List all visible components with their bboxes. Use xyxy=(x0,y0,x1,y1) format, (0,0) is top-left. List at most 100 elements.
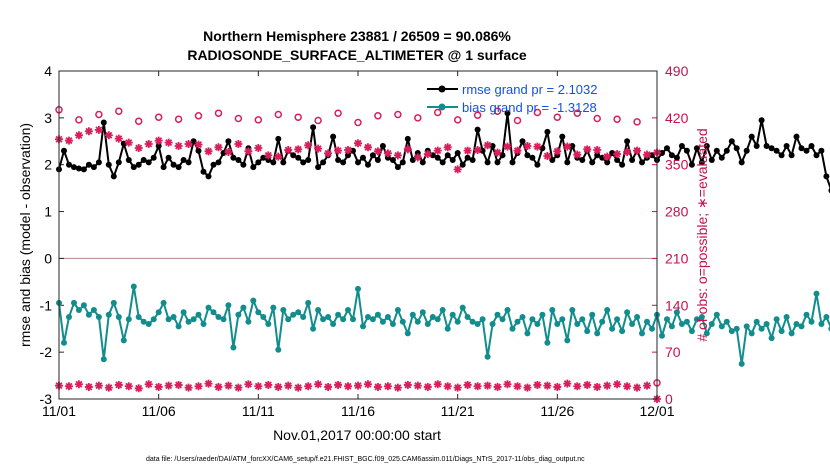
rmse-point xyxy=(469,157,476,163)
rmse-point xyxy=(220,150,227,156)
chart-subtitle: RADIOSONDE_SURFACE_ALTIMETER @ 1 surface xyxy=(187,47,527,63)
bias-point xyxy=(115,314,122,320)
rmse-point xyxy=(190,138,197,145)
rmse-point xyxy=(599,154,606,161)
obs_possible-point xyxy=(513,116,522,125)
bias-point xyxy=(698,314,705,320)
obs_possible-point xyxy=(593,114,601,123)
x-tick-label: 11/16 xyxy=(341,403,375,419)
obs_evaluated-point xyxy=(513,146,522,155)
bias-point xyxy=(215,314,222,320)
obs_evaluated_low-point xyxy=(633,383,642,392)
obs_evaluated_low-point xyxy=(403,380,412,389)
bias-point xyxy=(374,311,381,318)
rmse-point xyxy=(110,173,117,180)
obs_possible-point xyxy=(573,109,582,117)
obs_evaluated_low-point xyxy=(523,383,532,392)
obs_evaluated-point xyxy=(154,136,163,145)
rmse-point xyxy=(75,165,82,172)
obs_evaluated_low-point xyxy=(124,382,133,391)
bias-point xyxy=(579,316,586,323)
obs_evaluated-point xyxy=(264,151,273,160)
obs_evaluated_low-point xyxy=(613,380,622,389)
obs_evaluated-point xyxy=(373,147,382,156)
rmse-point xyxy=(389,157,396,163)
y-tick-label: -3 xyxy=(40,391,53,407)
x-tick-label: 12/01 xyxy=(639,403,674,419)
y-tick-label: 0 xyxy=(44,250,52,266)
bias-point xyxy=(778,328,785,335)
rmse-point xyxy=(454,150,461,156)
bias-point xyxy=(514,318,521,325)
obs_evaluated_low-point xyxy=(423,382,432,391)
bias-point xyxy=(394,307,401,313)
bias-point xyxy=(808,318,815,325)
obs_evaluated_low-point xyxy=(563,379,572,388)
obs_possible-point xyxy=(174,115,183,123)
rmse-point xyxy=(275,135,282,142)
obs_evaluated_low-point xyxy=(144,380,153,389)
bias-point xyxy=(255,309,262,316)
obs_evaluated_low-point xyxy=(324,382,333,391)
rmse-point xyxy=(295,154,302,161)
y2-tick-label: 70 xyxy=(665,344,681,360)
bias-point xyxy=(399,318,406,325)
rmse-point xyxy=(678,143,685,149)
bias-point xyxy=(265,321,272,327)
bias-point xyxy=(629,321,636,327)
rmse-point xyxy=(61,147,67,154)
bias-point xyxy=(793,321,800,327)
bias-point xyxy=(479,316,486,323)
obs_evaluated_low-point xyxy=(214,382,223,391)
obs_evaluated_low-point xyxy=(104,383,113,392)
bias-point xyxy=(614,316,621,323)
rmse-point xyxy=(748,133,755,140)
rmse-point xyxy=(185,159,192,166)
obs_evaluated-point xyxy=(463,146,472,155)
obs_evaluated-point xyxy=(523,141,532,150)
rmse-point xyxy=(215,159,222,166)
bias-point xyxy=(130,283,137,290)
obs_possible-point xyxy=(414,114,422,122)
obs_evaluated-point xyxy=(284,145,293,154)
obs_evaluated-point xyxy=(174,141,183,150)
rmse-point xyxy=(723,147,730,154)
obs_evaluated_low-point xyxy=(433,380,442,389)
rmse-point xyxy=(404,135,411,142)
rmse-point xyxy=(589,159,596,166)
obs_evaluated-point xyxy=(583,145,592,154)
rmse-point xyxy=(335,157,342,163)
obs_possible-point xyxy=(154,113,163,121)
obs_evaluated-point xyxy=(344,145,353,154)
bias-point xyxy=(539,311,546,318)
bias-point xyxy=(145,321,152,327)
bias-point xyxy=(320,316,327,323)
rmse-point xyxy=(693,145,700,152)
bias-point xyxy=(619,328,626,335)
obs_evaluated_low-point xyxy=(413,381,422,390)
bias-point xyxy=(90,307,97,313)
rmse-point xyxy=(494,159,501,166)
rmse-point xyxy=(559,133,566,140)
y-axis-label: rmse and bias (model - observation) xyxy=(17,123,33,347)
obs_evaluated-point xyxy=(94,125,103,134)
obs_evaluated_low-point xyxy=(643,381,652,390)
obs_evaluated_low-point xyxy=(294,383,303,392)
bias-point xyxy=(634,314,641,320)
rmse-point xyxy=(315,164,322,171)
rmse-point xyxy=(155,143,162,149)
obs_evaluated-point xyxy=(453,165,462,174)
bias-point xyxy=(71,299,77,306)
bias-point xyxy=(275,346,282,353)
obs_evaluated_low-point xyxy=(204,379,213,388)
x-axis-label: Nov.01,2017 00:00:00 start xyxy=(273,427,441,443)
obs_evaluated_low-point xyxy=(513,382,522,391)
y2-tick-label: 490 xyxy=(665,63,689,79)
bias-point xyxy=(484,353,491,360)
bias-point xyxy=(574,321,581,327)
obs_evaluated_low-point xyxy=(493,382,502,391)
bias-point xyxy=(85,311,92,318)
obs_evaluated-point xyxy=(403,145,412,154)
obs_evaluated_low-point xyxy=(503,380,512,389)
rmse-point xyxy=(449,157,456,163)
